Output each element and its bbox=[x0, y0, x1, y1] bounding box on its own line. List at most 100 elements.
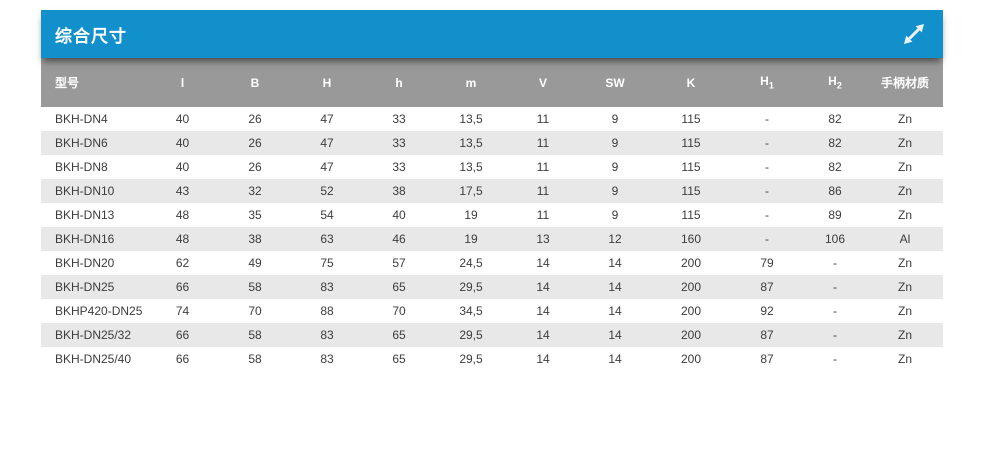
value-cell: 66 bbox=[146, 347, 219, 371]
model-cell: BKH-DN20 bbox=[41, 251, 146, 275]
value-cell: 200 bbox=[651, 323, 731, 347]
value-cell: 74 bbox=[146, 299, 219, 323]
value-cell: 75 bbox=[291, 251, 363, 275]
table-row: BKH-DN20 62 49 75 57 24,5 14 14 200 79- Zn bbox=[41, 251, 943, 275]
value-cell: 34,5 bbox=[435, 299, 507, 323]
value-cell: - bbox=[803, 299, 867, 323]
value-cell: - bbox=[803, 251, 867, 275]
value-cell: 19 bbox=[435, 227, 507, 251]
model-cell: BKH-DN16 bbox=[41, 227, 146, 251]
value-cell: 13,5 bbox=[435, 107, 507, 131]
value-cell: 13 bbox=[507, 227, 579, 251]
value-cell: 88 bbox=[291, 299, 363, 323]
value-cell: - bbox=[731, 203, 803, 227]
value-cell: 200 bbox=[651, 275, 731, 299]
column-header-H1: H1 bbox=[731, 58, 803, 107]
model-cell: BKH-DN4 bbox=[41, 107, 146, 131]
value-cell: 29,5 bbox=[435, 275, 507, 299]
value-cell: 14 bbox=[507, 347, 579, 371]
value-cell: 115 bbox=[651, 131, 731, 155]
value-cell: 63 bbox=[291, 227, 363, 251]
value-cell: 66 bbox=[146, 323, 219, 347]
value-cell: 57 bbox=[363, 251, 435, 275]
value-cell: 29,5 bbox=[435, 323, 507, 347]
value-cell: 33 bbox=[363, 155, 435, 179]
value-cell: 13,5 bbox=[435, 155, 507, 179]
value-cell: 47 bbox=[291, 131, 363, 155]
column-header-model: 型号 bbox=[41, 58, 146, 107]
column-header-H: H bbox=[291, 58, 363, 107]
value-cell: 115 bbox=[651, 203, 731, 227]
panel-title: 综合尺寸 bbox=[55, 26, 127, 46]
value-cell: 40 bbox=[363, 203, 435, 227]
value-cell: 65 bbox=[363, 347, 435, 371]
value-cell: 14 bbox=[579, 251, 651, 275]
value-cell: 13,5 bbox=[435, 131, 507, 155]
value-cell: 87 bbox=[731, 323, 803, 347]
value-cell: 66 bbox=[146, 275, 219, 299]
value-cell: Zn bbox=[867, 347, 943, 371]
value-cell: 200 bbox=[651, 299, 731, 323]
value-cell: 58 bbox=[219, 275, 291, 299]
column-header-B: B bbox=[219, 58, 291, 107]
value-cell: 9 bbox=[579, 179, 651, 203]
value-cell: - bbox=[803, 275, 867, 299]
value-cell: 54 bbox=[291, 203, 363, 227]
column-header-material: 手柄材质 bbox=[867, 58, 943, 107]
value-cell: 14 bbox=[507, 299, 579, 323]
value-cell: 12 bbox=[579, 227, 651, 251]
value-cell: 40 bbox=[146, 131, 219, 155]
value-cell: 82 bbox=[803, 155, 867, 179]
value-cell: 200 bbox=[651, 251, 731, 275]
value-cell: 47 bbox=[291, 155, 363, 179]
value-cell: 48 bbox=[146, 203, 219, 227]
column-header-SW: SW bbox=[579, 58, 651, 107]
value-cell: - bbox=[803, 323, 867, 347]
value-cell: 82 bbox=[803, 107, 867, 131]
expand-icon[interactable] bbox=[899, 19, 929, 49]
value-cell: 11 bbox=[507, 155, 579, 179]
table-row: BKH-DN4 40 26 47 33 13,5 11 9 115-82 Zn bbox=[41, 107, 943, 131]
value-cell: 115 bbox=[651, 107, 731, 131]
value-cell: Zn bbox=[867, 323, 943, 347]
value-cell: Al bbox=[867, 227, 943, 251]
value-cell: 26 bbox=[219, 155, 291, 179]
value-cell: 26 bbox=[219, 107, 291, 131]
value-cell: 52 bbox=[291, 179, 363, 203]
value-cell: Zn bbox=[867, 131, 943, 155]
value-cell: 35 bbox=[219, 203, 291, 227]
table-row: BKH-DN8 40 26 47 33 13,5 11 9 115-82 Zn bbox=[41, 155, 943, 179]
value-cell: - bbox=[731, 227, 803, 251]
table-row: BKH-DN6 40 26 47 33 13,5 11 9 115-82 Zn bbox=[41, 131, 943, 155]
value-cell: 49 bbox=[219, 251, 291, 275]
value-cell: 38 bbox=[363, 179, 435, 203]
value-cell: Zn bbox=[867, 203, 943, 227]
value-cell: - bbox=[731, 155, 803, 179]
value-cell: 87 bbox=[731, 347, 803, 371]
model-cell: BKH-DN25 bbox=[41, 275, 146, 299]
value-cell: - bbox=[803, 347, 867, 371]
value-cell: 89 bbox=[803, 203, 867, 227]
value-cell: 32 bbox=[219, 179, 291, 203]
value-cell: 40 bbox=[146, 107, 219, 131]
column-header-K: K bbox=[651, 58, 731, 107]
value-cell: 48 bbox=[146, 227, 219, 251]
value-cell: 14 bbox=[507, 275, 579, 299]
table-row: BKH-DN16 48 38 63 46 19 13 12 160-106 Al bbox=[41, 227, 943, 251]
value-cell: 82 bbox=[803, 131, 867, 155]
value-cell: 17,5 bbox=[435, 179, 507, 203]
value-cell: 62 bbox=[146, 251, 219, 275]
value-cell: 43 bbox=[146, 179, 219, 203]
value-cell: 26 bbox=[219, 131, 291, 155]
panel-header: 综合尺寸 bbox=[41, 10, 943, 58]
value-cell: Zn bbox=[867, 275, 943, 299]
value-cell: 14 bbox=[507, 251, 579, 275]
value-cell: 58 bbox=[219, 347, 291, 371]
value-cell: 33 bbox=[363, 131, 435, 155]
value-cell: 79 bbox=[731, 251, 803, 275]
column-header-m: m bbox=[435, 58, 507, 107]
value-cell: - bbox=[731, 179, 803, 203]
